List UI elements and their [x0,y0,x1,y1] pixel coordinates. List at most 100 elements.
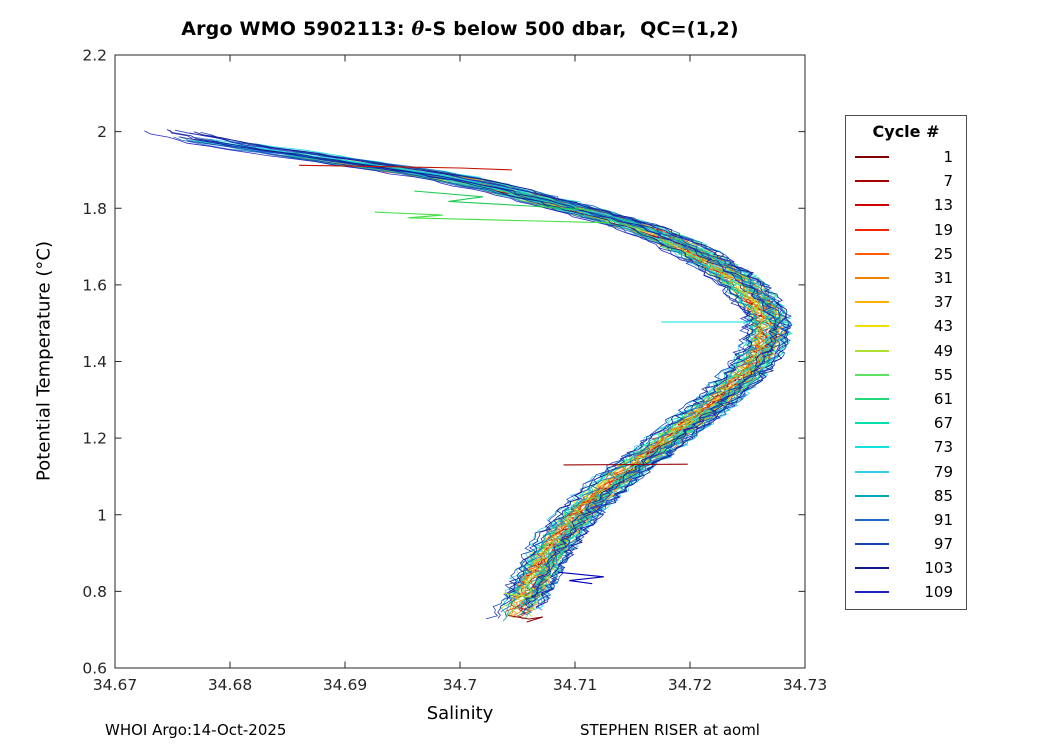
legend-item-cycle-55: 55 [846,363,966,387]
profile-line-cycle-85 [215,140,787,601]
legend-item-label: 79 [933,462,953,481]
legend-item-cycle-1: 1 [846,145,966,169]
legend-item-label: 91 [933,510,953,529]
legend-item-cycle-73: 73 [846,435,966,459]
y-tick-label: 2 [97,123,107,141]
legend-items: 1 7 13 19 25 31 37 43 49 55 61 67 73 79 85 91 97 103 109 [846,145,966,605]
chart-title: Argo WMO 5902113: θ-S below 500 dbar, QC… [100,18,820,40]
legend-line-sample [855,422,889,425]
legend-item-cycle-49: 49 [846,339,966,363]
theta-symbol: θ [411,18,425,40]
profile-line-cycle-73 [212,140,780,607]
x-tick-label: 34.73 [783,676,827,694]
profile-line-cycle-19 [384,168,761,605]
legend-title: Cycle # [872,122,940,141]
profile-line-cycle-79 [212,142,775,610]
green-excursion-2 [413,190,593,211]
legend-item-label: 37 [933,293,953,312]
profile-line-cycle-91 [173,136,759,613]
legend-item-label: 43 [933,317,953,336]
profile-line-cycle-73 [253,143,793,610]
legend-item-label: 109 [924,583,953,602]
legend-item-cycle-61: 61 [846,387,966,411]
axes-box [114,54,806,669]
legend-item-label: 19 [933,220,953,239]
legend-item-label: 67 [933,414,953,433]
green-excursion-1 [374,211,610,224]
chart-title-suffix: -S below 500 dbar, QC=(1,2) [424,18,739,40]
legend-item-label: 85 [933,486,953,505]
y-tick-label: 0.8 [82,583,107,601]
legend-item-cycle-43: 43 [846,314,966,338]
profile-line-cycle-109 [169,129,780,609]
profile-line-cycle-67 [248,148,774,606]
profile-line-cycle-43 [308,156,777,605]
legend-item-cycle-31: 31 [846,266,966,290]
profile-line-cycle-85 [179,136,760,622]
legend-item-cycle-103: 103 [846,556,966,580]
profile-line-cycle-61 [280,154,758,607]
legend-item-label: 103 [924,559,953,578]
legend-item-label: 7 [943,172,953,191]
legend-item-label: 31 [933,269,953,288]
legend-line-sample [855,518,889,521]
legend-line-sample [855,543,889,546]
legend-item-label: 97 [933,535,953,554]
legend-item-cycle-13: 13 [846,193,966,217]
y-tick-label: 2.2 [82,47,107,65]
legend-line-sample [855,156,889,159]
profile-line-cycle-61 [241,145,778,607]
profile-line-cycle-37 [292,153,766,617]
y-tick-label: 1.6 [82,276,107,294]
green-bottom-tick [503,592,532,598]
legend-item-cycle-91: 91 [846,508,966,532]
profile-line-cycle-109 [144,130,752,619]
x-tick-label: 34.68 [208,676,252,694]
profile-line-cycle-31 [317,157,780,602]
y-tick-label: 1.2 [82,430,107,448]
legend-line-sample [855,277,889,280]
profile-line-cycle-61 [238,142,792,603]
legend-line-sample [855,301,889,304]
profile-line-cycle-1 [412,167,779,620]
profile-line-cycle-91 [209,134,791,611]
axes: 34.67 34.68 34.69 34.7 34.71 34.72 34.73 0.6 0.8… [82,47,827,695]
y-tick-label: 0.6 [82,660,107,678]
legend-line-sample [855,397,889,400]
legend-item-cycle-79: 79 [846,459,966,483]
outlier-traces [298,164,759,623]
legend-line-sample [855,373,889,376]
legend-line-sample [855,494,889,497]
legend-line-sample [855,204,889,207]
profile-line-cycle-109 [189,132,792,609]
legend-item-cycle-7: 7 [846,169,966,193]
red-top-line [298,164,512,171]
profile-line-cycle-85 [238,146,779,616]
profile-line-cycle-103 [178,136,754,601]
profile-line-cycle-49 [268,149,765,616]
profile-line-cycle-43 [277,155,758,610]
profile-line-cycle-79 [205,138,792,596]
chart-title-prefix: Argo WMO 5902113: [181,18,412,40]
profile-line-cycle-49 [284,155,773,619]
darkred-spike [563,463,688,466]
legend-item-cycle-37: 37 [846,290,966,314]
profile-line-cycle-67 [290,151,785,594]
legend-item-cycle-97: 97 [846,532,966,556]
x-tick-label: 34.71 [553,676,597,694]
y-tick-label: 1.4 [82,353,107,371]
x-tick-label: 34.69 [323,676,367,694]
legend-item-label: 73 [933,438,953,457]
legend-item-label: 25 [933,244,953,263]
footer-right-text: STEPHEN RISER at aoml [580,721,760,739]
legend-line-sample [855,228,889,231]
legend-item-cycle-25: 25 [846,242,966,266]
legend-line-sample [855,180,889,183]
profile-line-cycle-103 [193,131,792,608]
profile-line-cycle-55 [290,157,765,618]
legend-item-label: 1 [943,148,953,167]
profile-line-cycle-103 [166,129,778,605]
profile-line-cycle-97 [200,131,793,605]
legend-item-cycle-67: 67 [846,411,966,435]
